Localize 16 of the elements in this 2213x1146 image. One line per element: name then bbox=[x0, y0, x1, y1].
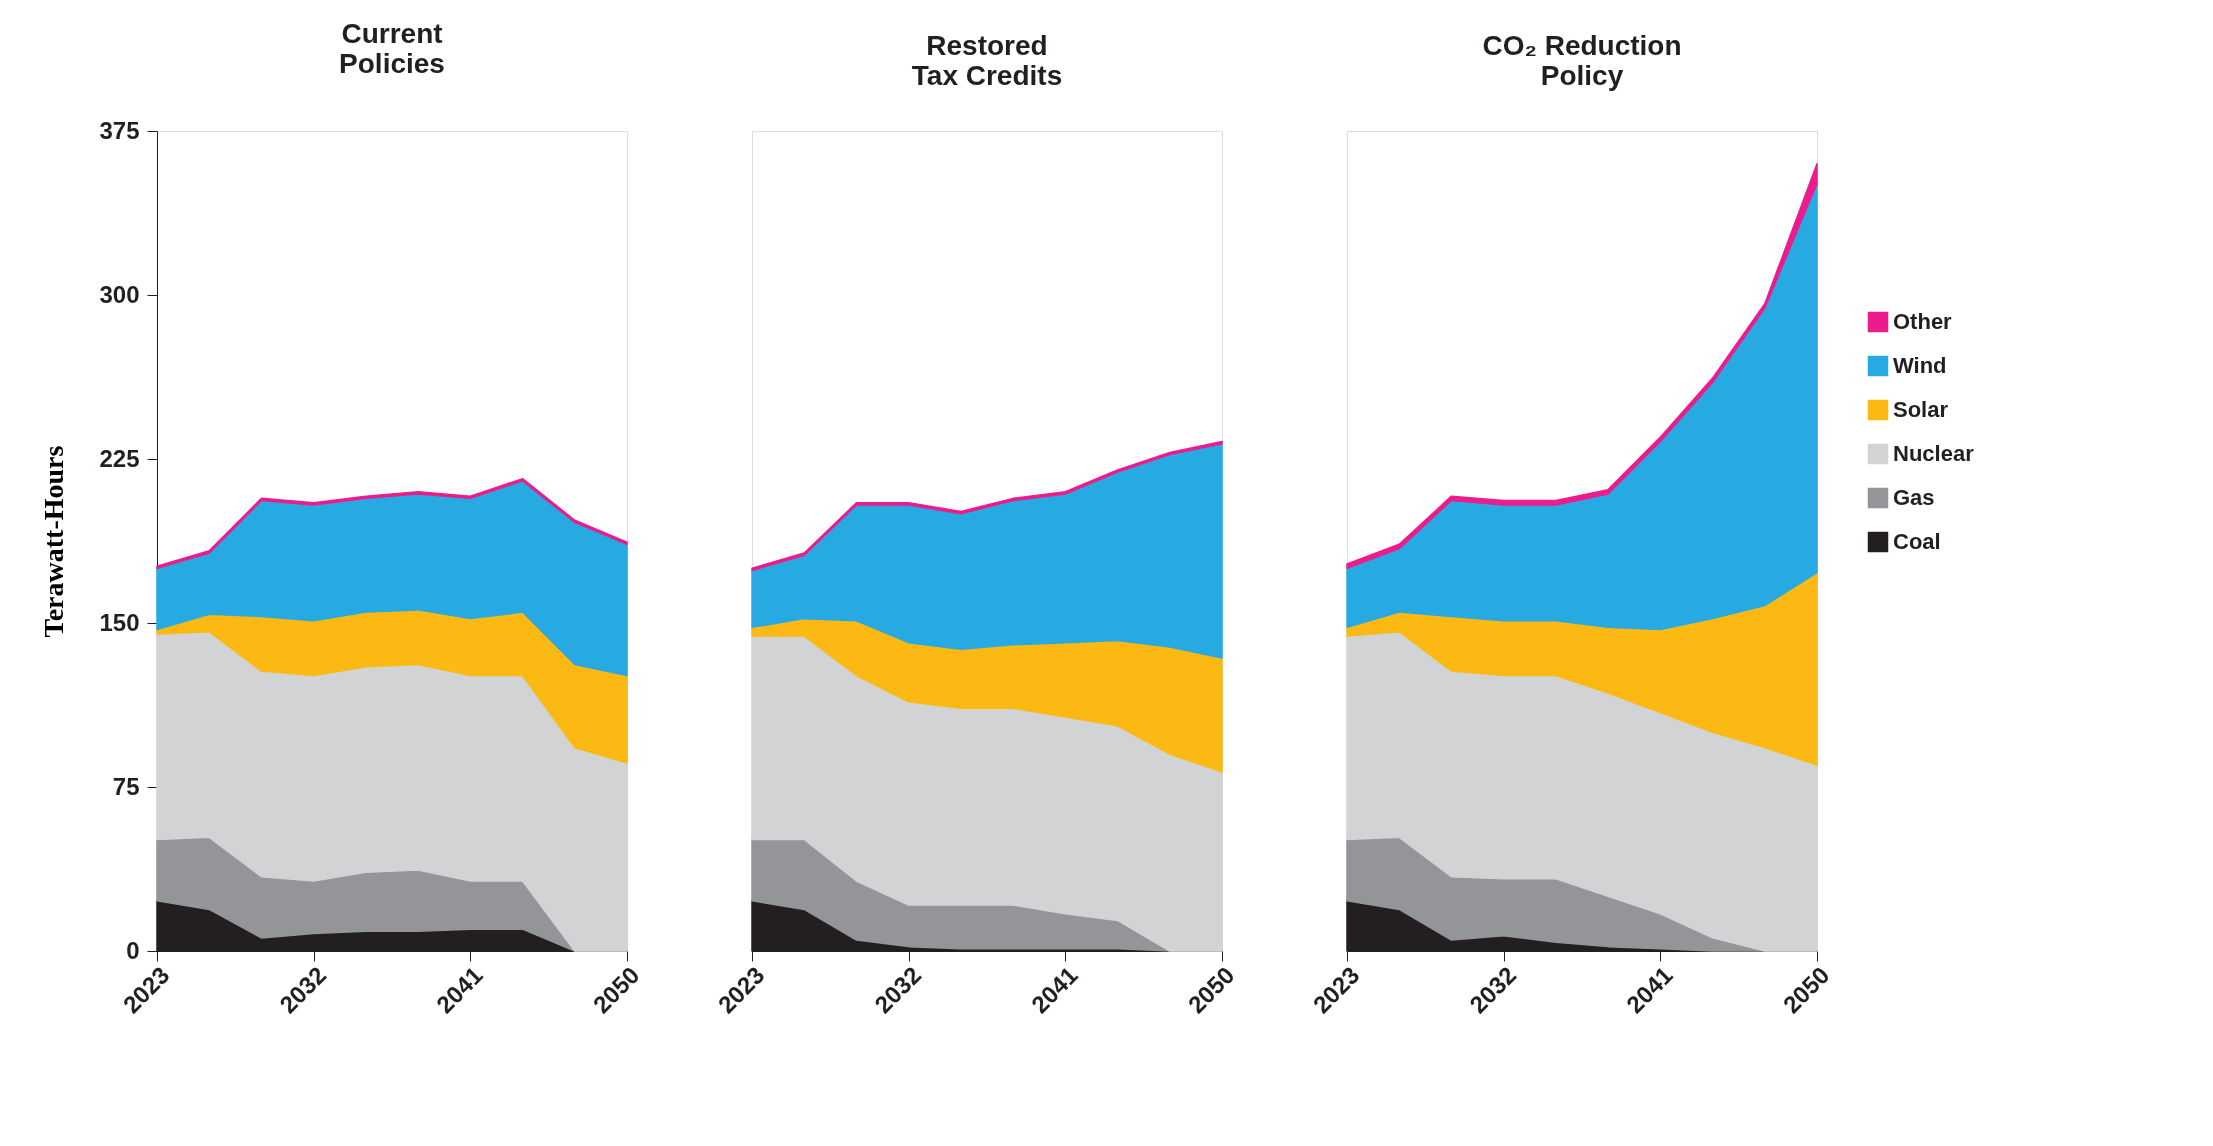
y-tick-label: 150 bbox=[99, 608, 140, 636]
legend-label: Nuclear bbox=[1893, 441, 1975, 466]
legend-label: Other bbox=[1893, 309, 1953, 334]
chart-title: Restored Tax Credits bbox=[911, 30, 1063, 91]
legend-label: Coal bbox=[1893, 529, 1941, 554]
legend-label: Gas bbox=[1893, 485, 1935, 510]
y-tick-label: 0 bbox=[126, 936, 140, 964]
y-tick-label: 375 bbox=[99, 116, 140, 144]
y-tick-label: 75 bbox=[112, 772, 140, 800]
legend-label: Solar bbox=[1893, 397, 1949, 422]
legend-label: Wind bbox=[1893, 353, 1947, 378]
y-tick-label: 300 bbox=[99, 280, 140, 308]
y-axis-title: Terawatt-Hours bbox=[38, 445, 70, 638]
y-tick-label: 225 bbox=[99, 444, 140, 472]
chart-title: CO₂ Reduction Policy bbox=[1482, 30, 1682, 91]
chart-title: Current Policies bbox=[339, 18, 445, 79]
